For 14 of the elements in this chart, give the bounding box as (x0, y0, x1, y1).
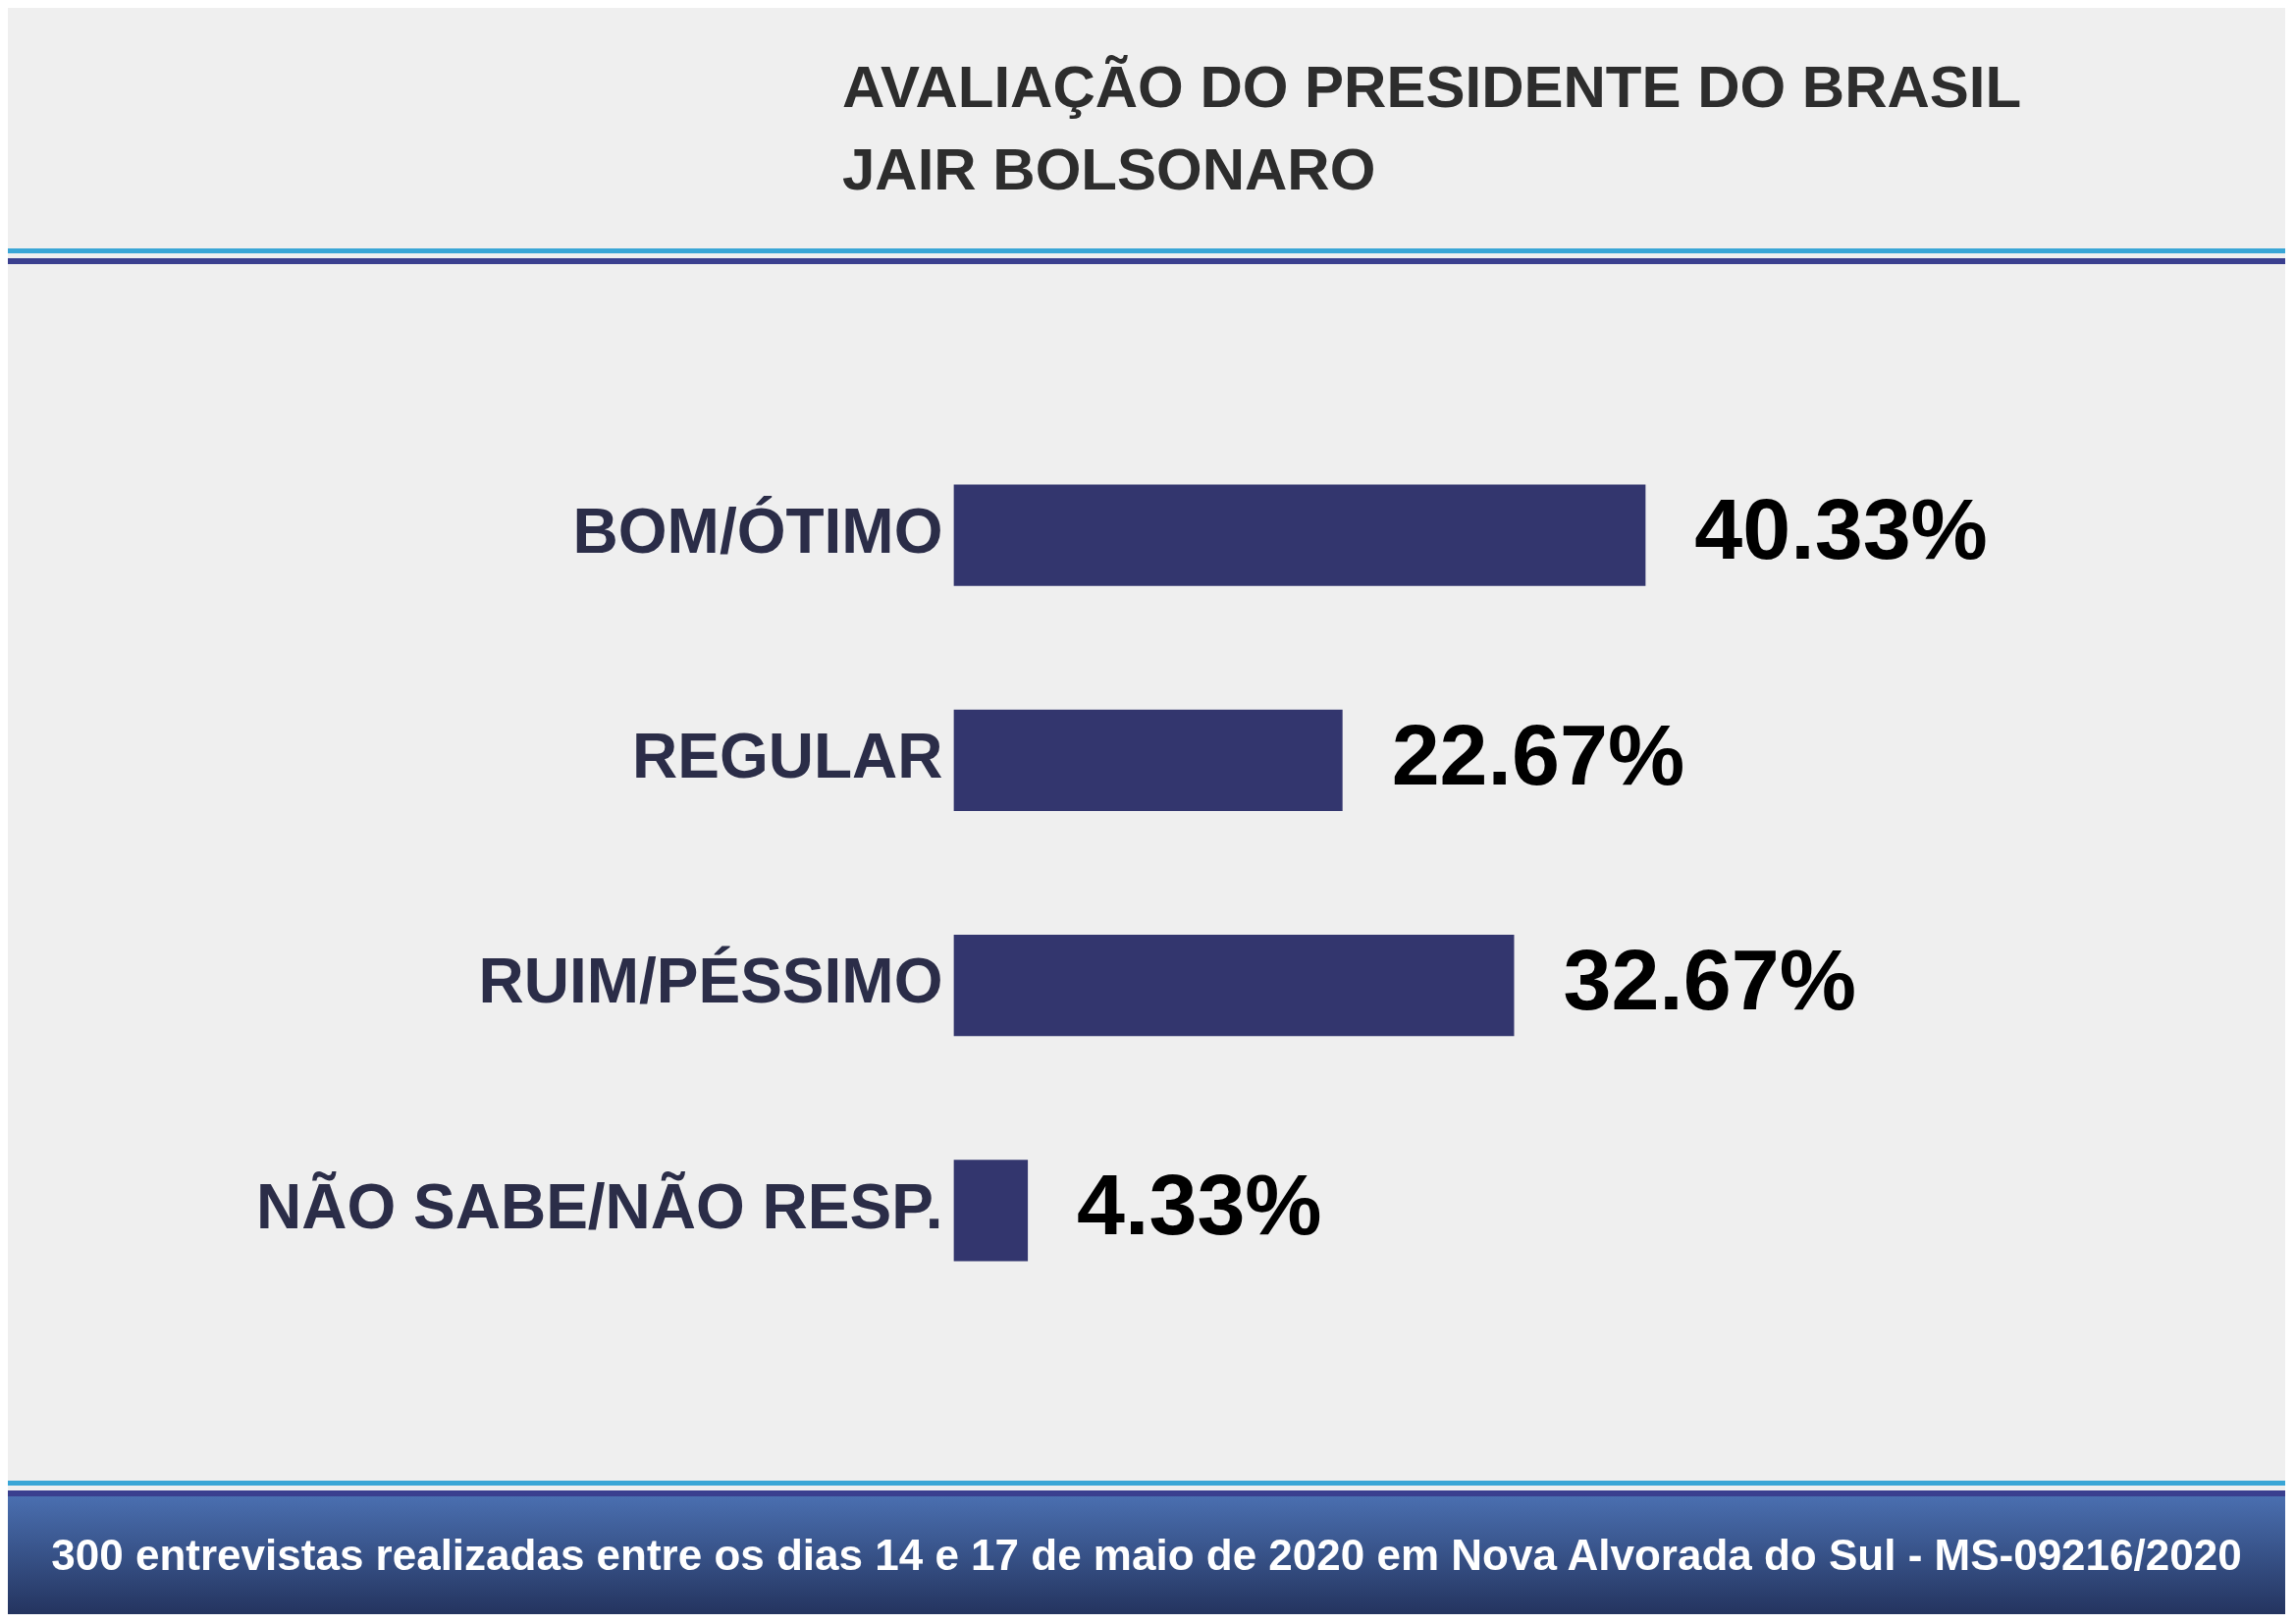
y-tick-label: NÃO SABE/NÃO RESP. (256, 1170, 943, 1242)
y-tick-label: BOM/ÓTIMO (572, 495, 943, 567)
y-tick-label: REGULAR (631, 720, 943, 791)
y-tick-label: RUIM/PÉSSIMO (478, 945, 943, 1016)
bar (953, 483, 1646, 586)
bar (953, 1159, 1029, 1262)
data-label: 32.67% (1563, 930, 1856, 1028)
bar (953, 934, 1515, 1036)
data-label: 22.67% (1391, 705, 1685, 803)
data-label: 40.33% (1694, 479, 1988, 577)
chart-title: AVALIAÇÃO DO PRESIDENTE DO BRASIL JAIR BOLSONARO (842, 52, 2022, 204)
bar (953, 709, 1343, 811)
data-label: 4.33% (1077, 1155, 1322, 1253)
text: 300 entrevistas realizadas entre os dias 14 e 17 de maio de 2020 em Nova Alvorada do Sul - MS-09216/2020 (51, 1531, 2242, 1580)
